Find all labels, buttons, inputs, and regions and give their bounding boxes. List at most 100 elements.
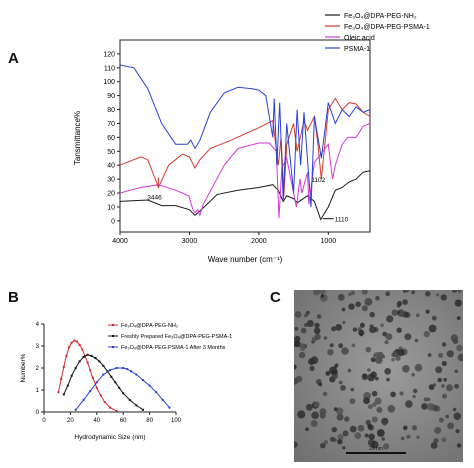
panel-c-letter: C [270,289,281,306]
tem-particle [313,290,320,296]
tem-particle [304,313,308,318]
dls-point [86,361,89,364]
tem-particle [325,371,331,376]
ftir-x-axis-label: Wave number (cm⁻¹) [208,255,283,264]
tem-particle [454,299,462,307]
dls-point [78,343,81,346]
dls-point [135,373,138,376]
tem-particle [402,365,410,373]
tem-particle [305,427,309,431]
ftir-y-tick-label: 80 [107,107,115,114]
tem-particle [318,382,323,387]
tem-particle [423,330,430,338]
tem-particle [399,391,404,396]
dls-y-tick-label: 3 [36,344,40,350]
dls-point [109,369,111,372]
tem-particle [411,372,415,377]
ftir-x-tick-label: 3000 [182,238,198,245]
dls-legend-label: Freshly Prepared Fe₃O₄@DPA-PEG-PSMA-1 [121,334,232,340]
ftir-legend-label: PSMA-1 [344,46,370,53]
tem-particle [308,358,315,365]
tem-particle [452,290,457,293]
dls-point [98,360,101,363]
tem-particle [294,311,302,318]
dls-y-tick-label: 4 [36,322,40,328]
tem-particle [385,333,393,341]
tem-micrograph: 20 nm [294,290,463,462]
dls-point [102,364,105,367]
ftir-y-tick-label: 120 [103,51,115,58]
dls-point [95,381,98,384]
dls-point [99,394,102,397]
tem-particle [323,440,328,445]
tem-particle [415,313,420,318]
tem-particle [336,407,344,415]
dls-point [142,408,144,411]
tem-particle [374,397,382,405]
dls-legend-label: Fe₃O₄@DPA-PEG-PSMA-1 After 3 Months [121,345,226,351]
dls-point [115,367,118,369]
tem-particle [454,383,459,389]
dls-x-tick-label: 20 [67,418,74,424]
dls-point [118,386,121,389]
dls-point [73,339,76,342]
dls-y-tick-label: 1 [36,388,40,394]
dls-x-tick-label: 100 [171,418,182,424]
tem-particle [428,324,437,333]
tem-particle [331,427,337,433]
tem-particle [416,435,420,439]
dls-point [130,370,133,373]
dls-point [62,393,65,396]
dls-point [155,391,158,394]
tem-particle [426,397,431,402]
tem-particle [335,324,342,331]
tem-particle [405,400,413,408]
tem-particle [358,329,365,336]
dls-point [115,409,118,412]
tem-particle [347,368,352,373]
dls-legend-marker [112,346,114,348]
tem-particle [354,432,362,440]
tem-particle [406,434,411,439]
dls-y-tick-label: 0 [36,410,40,416]
ftir-x-tick-label: 1000 [321,238,337,245]
tem-particle [365,346,372,353]
dls-x-tick-label: 0 [42,418,46,424]
tem-particle [431,315,437,321]
tem-particle [331,326,337,332]
ftir-series-line-0 [119,170,371,221]
ftir-y-tick-label: 20 [107,191,115,198]
tem-particle [300,343,305,348]
panel-b-letter: B [8,289,19,306]
dls-point [66,384,69,387]
dls-point [86,353,89,356]
tem-particle [383,443,390,450]
dls-point [82,398,85,401]
dls-point [76,340,78,343]
ftir-y-tick-label: 50 [107,149,115,156]
tem-particle [352,327,358,332]
tem-particle [337,439,343,445]
dls-point [65,354,68,357]
tem-particle [441,342,447,347]
tem-particle [453,412,462,420]
tem-particle [440,294,447,301]
tem-particle [329,436,335,442]
tem-particle [357,424,365,432]
tem-particle [450,334,459,342]
tem-particle [369,311,375,318]
tem-particle [350,290,355,296]
dls-point [126,368,129,371]
tem-particle [316,314,322,319]
tem-particle [457,290,462,293]
tem-particle [456,316,461,320]
dls-point [70,374,73,377]
ftir-y-tick-label: 0 [111,218,115,225]
dls-point [109,406,111,409]
dls-point [89,369,92,372]
tem-particle [313,327,321,335]
dls-point [81,348,84,351]
tem-particle [447,422,454,430]
dls-legend-label: Fe₃O₄@DPA-PEG-NH₂ [121,323,178,329]
tem-particle [430,442,438,449]
